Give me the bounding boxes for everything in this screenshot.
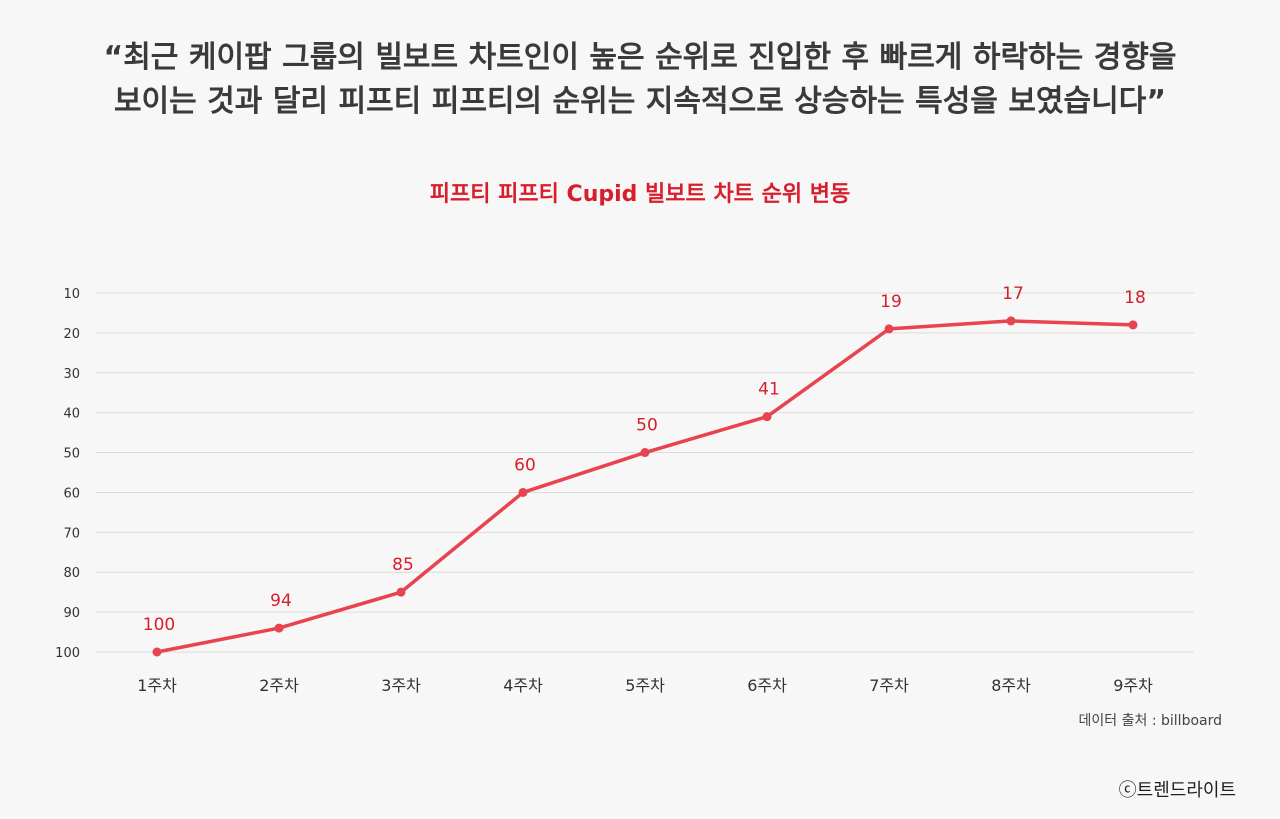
brand-credit: ⓒ트렌드라이트 bbox=[1118, 780, 1236, 801]
y-axis-ticks: 10 20 30 40 50 60 70 80 90 100 bbox=[55, 287, 80, 661]
x-axis-ticks: 1주차 2주차 3주차 4주차 5주차 6주차 7주차 8주차 9주차 bbox=[137, 676, 1153, 695]
data-label: 85 bbox=[392, 555, 414, 575]
data-point bbox=[518, 487, 528, 497]
x-tick-label: 1주차 bbox=[137, 676, 177, 695]
data-label: 94 bbox=[270, 591, 292, 611]
data-point bbox=[152, 647, 162, 657]
y-tick-label: 10 bbox=[63, 287, 80, 302]
y-tick-label: 80 bbox=[63, 566, 80, 581]
y-tick-label: 100 bbox=[55, 646, 80, 661]
data-label: 41 bbox=[758, 380, 780, 400]
x-tick-label: 7주차 bbox=[869, 676, 909, 695]
x-tick-label: 4주차 bbox=[503, 676, 543, 695]
y-tick-label: 50 bbox=[63, 447, 80, 462]
y-tick-label: 20 bbox=[63, 327, 80, 342]
data-point bbox=[640, 448, 650, 458]
data-point bbox=[396, 587, 406, 597]
data-point bbox=[1128, 320, 1138, 330]
y-tick-label: 90 bbox=[63, 606, 80, 621]
x-tick-label: 3주차 bbox=[381, 676, 421, 695]
y-tick-label: 40 bbox=[63, 407, 80, 422]
series-line-layer bbox=[155, 319, 1135, 654]
data-point bbox=[1006, 316, 1016, 326]
data-point bbox=[884, 324, 894, 334]
data-label: 60 bbox=[514, 455, 536, 475]
data-point bbox=[762, 412, 772, 422]
grid-layer bbox=[96, 292, 1194, 653]
data-label: 50 bbox=[636, 416, 658, 436]
chart-title: 피프티 피프티 Cupid 빌보트 차트 순위 변동 bbox=[429, 182, 851, 207]
x-tick-label: 5주차 bbox=[625, 676, 665, 695]
data-label: 17 bbox=[1002, 284, 1024, 304]
data-point bbox=[274, 623, 284, 633]
series-line bbox=[155, 319, 1135, 654]
data-labels-layer: 100 94 85 60 50 41 19 17 18 bbox=[143, 284, 1146, 635]
series-points-layer bbox=[152, 316, 1138, 657]
data-label: 100 bbox=[143, 615, 175, 635]
data-label: 18 bbox=[1124, 288, 1146, 308]
x-tick-label: 2주차 bbox=[259, 676, 299, 695]
y-tick-label: 30 bbox=[63, 367, 80, 382]
headline-quote-line-1: “최근 케이팝 그룹의 빌보트 차트인이 높은 순위로 진입한 후 빠르게 하락… bbox=[103, 40, 1177, 75]
y-tick-label: 70 bbox=[63, 526, 80, 541]
x-tick-label: 8주차 bbox=[991, 676, 1031, 695]
x-tick-label: 9주차 bbox=[1113, 676, 1153, 695]
data-label: 19 bbox=[880, 292, 902, 312]
headline-quote-line-2: 보이는 것과 달리 피프티 피프티의 순위는 지속적으로 상승하는 특성을 보였… bbox=[113, 84, 1167, 119]
y-tick-label: 60 bbox=[63, 486, 80, 501]
source-note: 데이터 출처 : billboard bbox=[1078, 713, 1222, 729]
headline-quote: “최근 케이팝 그룹의 빌보트 차트인이 높은 순위로 진입한 후 빠르게 하락… bbox=[0, 36, 1280, 124]
x-tick-label: 6주차 bbox=[747, 676, 787, 695]
